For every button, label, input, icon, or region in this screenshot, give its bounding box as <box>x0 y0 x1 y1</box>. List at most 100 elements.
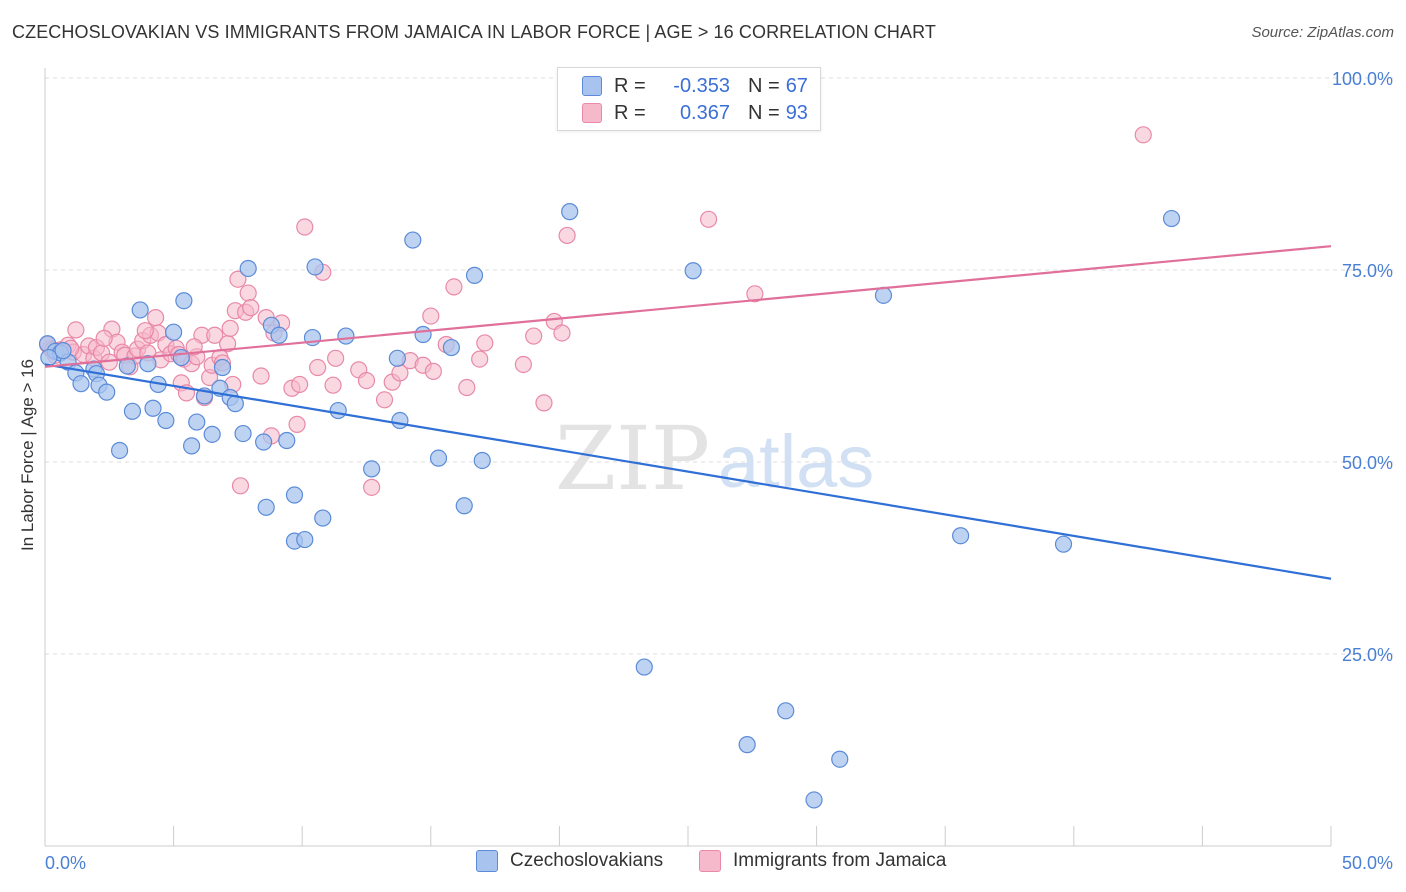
jamaica-point <box>375 391 394 409</box>
series-legend: Czechoslovakians Immigrants from Jamaica <box>0 850 1406 878</box>
jamaica-point <box>291 375 309 394</box>
czechoslovakian-point <box>40 348 58 367</box>
jamaica-point <box>324 376 342 394</box>
pink-swatch <box>699 850 721 872</box>
czechoslovakian-point <box>1054 535 1073 553</box>
czechoslovakian-point <box>255 433 273 451</box>
czechoslovakian-point <box>157 411 175 430</box>
czechoslovakian-point <box>234 424 252 443</box>
czechoslovakian-point <box>175 292 193 310</box>
czechoslovakian-point <box>131 301 149 319</box>
legend-row-czechoslovakians: R = -0.353 N = 67 <box>582 74 808 98</box>
jamaica-point <box>296 218 314 236</box>
czechoslovakian-point <box>213 358 232 377</box>
tick-labels: 25.0% 50.0% 75.0% 100.0% 0.0% 50.0% <box>45 69 1393 873</box>
jamaica-point <box>445 278 463 296</box>
jamaica-point <box>327 349 345 367</box>
jamaica-point <box>525 327 543 345</box>
czechoslovakian-point <box>139 355 157 373</box>
czechoslovakian-point <box>805 791 823 809</box>
jamaica-point <box>363 478 381 496</box>
jamaica-point <box>288 415 306 433</box>
watermark: ZIP atlas <box>555 407 874 510</box>
legend-label: Czechoslovakians <box>510 850 664 871</box>
czechoslovakian-point <box>98 383 116 401</box>
jamaica-point <box>206 326 224 344</box>
n-value: 93 <box>785 101 808 124</box>
czechoslovakian-point <box>831 750 849 768</box>
n-label: N = <box>748 74 780 97</box>
r-value: 0.367 <box>679 101 730 124</box>
czechoslovakian-point <box>314 509 332 527</box>
czechoslovakian-point <box>110 441 129 460</box>
gridlines <box>45 77 1394 655</box>
czechoslovakian-point <box>388 349 406 367</box>
czechoslovakian-point <box>337 327 355 345</box>
legend-item-jamaica[interactable]: Immigrants from Jamaica <box>699 850 946 872</box>
czechoslovakian-point <box>144 399 162 417</box>
czechoslovakian-point <box>285 486 304 504</box>
czechoslovakian-point <box>561 203 579 221</box>
jamaica-point <box>422 307 440 325</box>
czechoslovakian-point <box>54 342 72 360</box>
czechoslovakian-point <box>465 266 484 284</box>
jamaica-point <box>136 322 154 340</box>
czechoslovakian-trend-line <box>44 363 1332 580</box>
jamaica-point <box>252 367 270 385</box>
r-label: R = <box>614 74 646 97</box>
jamaica-point <box>558 226 576 245</box>
legend-row-jamaica: R = 0.367 N = 93 <box>582 101 808 125</box>
czechoslovakian-point <box>473 451 491 470</box>
czechoslovakian-point <box>72 375 90 393</box>
czechoslovakian-point <box>257 498 275 516</box>
jamaica-point <box>699 210 718 228</box>
jamaica-point <box>239 284 257 302</box>
jamaica-point <box>309 358 327 377</box>
stats-legend: R = -0.353 N = 67 R = 0.367 N = 93 <box>557 67 821 131</box>
jamaica-point <box>95 329 113 347</box>
jamaica-point <box>357 371 376 390</box>
czechoslovakian-point <box>635 658 653 676</box>
pink-swatch <box>582 103 602 123</box>
jamaica-point <box>221 319 239 337</box>
czechoslovakian-point <box>363 460 381 478</box>
jamaica-point <box>746 285 764 303</box>
czechoslovakian-point <box>429 449 448 467</box>
czechoslovakian-point <box>455 497 473 515</box>
czechoslovakian-point <box>203 425 221 443</box>
y-tick-label: 75.0% <box>1342 261 1393 281</box>
blue-swatch <box>582 76 602 96</box>
jamaica-point <box>1134 126 1152 144</box>
jamaica-point <box>458 378 476 397</box>
jamaica-point <box>185 338 203 356</box>
czechoslovakian-point <box>239 259 257 278</box>
y-axis-label: In Labor Force | Age > 16 <box>18 358 37 552</box>
czechoslovakian-point <box>123 402 142 420</box>
n-value: 67 <box>785 74 808 97</box>
y-tick-label: 50.0% <box>1342 453 1393 473</box>
jamaica-point <box>553 324 571 342</box>
czechoslovakian-point <box>442 338 460 357</box>
jamaica-point <box>535 394 553 412</box>
czechoslovakian-point <box>278 431 296 450</box>
czechoslovakian-point <box>414 325 432 344</box>
jamaica-trend-line <box>44 245 1332 368</box>
czechoslovakian-point <box>165 323 183 341</box>
jamaica-point <box>242 299 260 317</box>
n-label: N = <box>748 101 780 124</box>
czechoslovakian-point <box>188 413 206 431</box>
jamaica-point <box>231 477 250 495</box>
trend-lines <box>44 245 1332 580</box>
watermark-zip: ZIP <box>555 407 710 510</box>
czechoslovakian-point <box>952 527 970 545</box>
czechoslovakian-point <box>270 326 288 344</box>
data-points <box>38 126 1181 809</box>
legend-item-czechoslovakians[interactable]: Czechoslovakians <box>476 850 663 872</box>
czechoslovakian-point <box>329 401 347 420</box>
source-note: Source: ZipAtlas.com <box>1251 24 1394 41</box>
blue-swatch <box>476 850 498 872</box>
czechoslovakian-point <box>306 258 324 276</box>
jamaica-point <box>67 321 85 339</box>
axes <box>44 68 1332 847</box>
y-tick-label: 25.0% <box>1342 645 1393 665</box>
